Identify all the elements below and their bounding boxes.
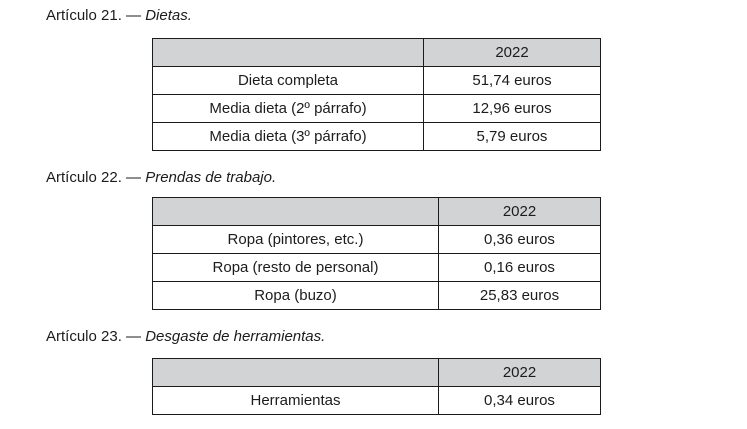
dietas-table: 2022 Dieta completa 51,74 euros Media di… <box>152 38 601 151</box>
table-row: Dieta completa 51,74 euros <box>152 66 601 95</box>
article-23-heading: Artículo 23. — Desgaste de herramientas. <box>0 328 747 346</box>
row-value-cell: 25,83 euros <box>438 281 601 310</box>
article-21-heading: Artículo 21. — Dietas. <box>0 0 747 25</box>
row-label-cell: Dieta completa <box>152 66 424 95</box>
row-label-cell: Media dieta (3º párrafo) <box>152 122 424 151</box>
table-header-row: 2022 <box>152 197 601 226</box>
table-row: Media dieta (3º párrafo) 5,79 euros <box>152 122 601 151</box>
article-21-heading-title: Dietas. <box>145 7 192 24</box>
year-header-cell: 2022 <box>438 197 601 226</box>
article-21-heading-prefix: Artículo 21. — <box>46 7 146 24</box>
article-22-heading-title: Prendas de trabajo. <box>145 169 277 186</box>
blank-header-cell <box>152 38 424 67</box>
blank-header-cell <box>152 358 439 387</box>
herramientas-table: 2022 Herramientas 0,34 euros <box>152 358 601 415</box>
table-row: Media dieta (2º párrafo) 12,96 euros <box>152 94 601 123</box>
article-23-heading-title: Desgaste de herramientas. <box>145 328 326 345</box>
table-header-row: 2022 <box>152 38 601 67</box>
blank-header-cell <box>152 197 439 226</box>
row-label-cell: Herramientas <box>152 386 439 415</box>
row-value-cell: 51,74 euros <box>423 66 601 95</box>
row-value-cell: 12,96 euros <box>423 94 601 123</box>
year-header-cell: 2022 <box>423 38 601 67</box>
table-row: Herramientas 0,34 euros <box>152 386 601 415</box>
year-header-cell: 2022 <box>438 358 601 387</box>
article-23-heading-prefix: Artículo 23. — <box>46 328 146 345</box>
article-22-heading: Artículo 22. — Prendas de trabajo. <box>0 169 747 187</box>
row-value-cell: 0,34 euros <box>438 386 601 415</box>
prendas-table: 2022 Ropa (pintores, etc.) 0,36 euros Ro… <box>152 197 601 310</box>
row-value-cell: 0,16 euros <box>438 253 601 282</box>
row-label-cell: Media dieta (2º párrafo) <box>152 94 424 123</box>
table-row: Ropa (resto de personal) 0,16 euros <box>152 253 601 282</box>
row-value-cell: 0,36 euros <box>438 225 601 254</box>
row-label-cell: Ropa (pintores, etc.) <box>152 225 439 254</box>
article-22-heading-prefix: Artículo 22. — <box>46 169 146 186</box>
table-header-row: 2022 <box>152 358 601 387</box>
table-row: Ropa (buzo) 25,83 euros <box>152 281 601 310</box>
row-label-cell: Ropa (buzo) <box>152 281 439 310</box>
row-label-cell: Ropa (resto de personal) <box>152 253 439 282</box>
table-row: Ropa (pintores, etc.) 0,36 euros <box>152 225 601 254</box>
row-value-cell: 5,79 euros <box>423 122 601 151</box>
